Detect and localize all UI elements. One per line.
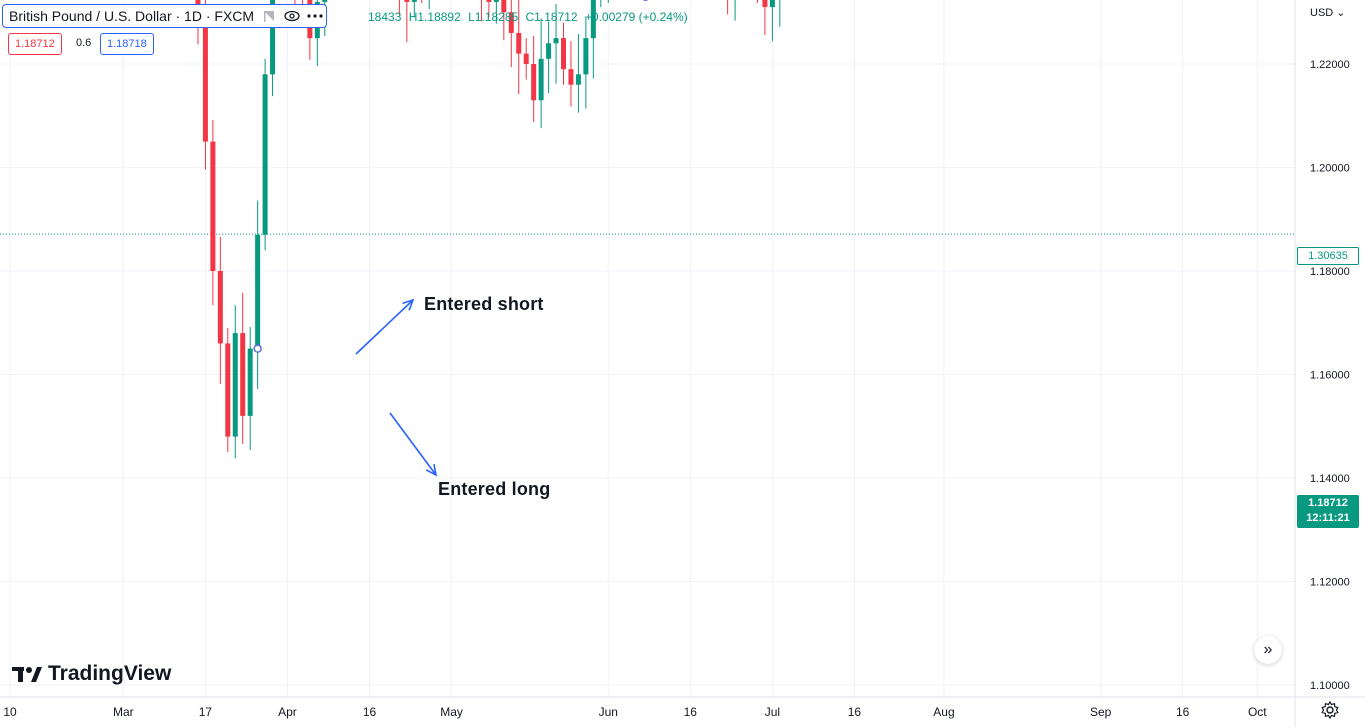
- last-price-value: 1.18712: [1308, 497, 1348, 509]
- y-tick-label: 1.12000: [1310, 577, 1350, 589]
- candle-body: [270, 0, 276, 75]
- x-tick-label: 16: [1176, 705, 1190, 719]
- scroll-to-realtime-button[interactable]: »: [1254, 636, 1282, 664]
- candle-body: [486, 0, 492, 2]
- x-tick-label: Sep: [1090, 705, 1112, 719]
- trade-marker-icon: [253, 344, 262, 353]
- symbol-legend[interactable]: British Pound / U.S. Dollar · 1D · FXCM: [2, 4, 328, 28]
- last-price-label: 1.18712 12:11:21: [1297, 495, 1359, 528]
- x-tick-label: 10: [3, 705, 17, 719]
- candle-body: [240, 333, 246, 416]
- countdown-value: 12:11:21: [1306, 512, 1350, 524]
- high-value: H1.18892: [408, 10, 461, 24]
- candle-body: [590, 0, 596, 39]
- spread-value: 0.6: [76, 37, 92, 49]
- candle-body: [516, 32, 522, 54]
- candle-body: [523, 53, 529, 64]
- candle-body: [225, 343, 231, 437]
- x-tick-label: Jun: [599, 705, 618, 719]
- eye-icon[interactable]: [284, 9, 300, 23]
- candle-body: [561, 38, 566, 70]
- candle-body: [575, 74, 581, 85]
- candle-body: [538, 58, 544, 101]
- annotation-entered-short[interactable]: Entered short: [424, 294, 544, 314]
- currency-label: USD: [1310, 7, 1334, 19]
- candle-body: [553, 38, 559, 44]
- candle-body: [247, 348, 253, 416]
- logo-text: TradingView: [48, 662, 172, 685]
- more-icon[interactable]: [306, 9, 323, 23]
- x-tick-label: Apr: [278, 705, 297, 719]
- tradingview-logo[interactable]: TradingView: [12, 662, 171, 686]
- x-tick-label: 17: [199, 705, 213, 719]
- candle-body: [501, 0, 507, 13]
- change-value: +0.00279 (+0.24%): [584, 10, 688, 24]
- chevron-down-icon: ⌄: [1336, 7, 1346, 19]
- x-tick-label: May: [440, 705, 463, 719]
- candle-body: [769, 0, 775, 8]
- candle-body: [762, 0, 768, 8]
- x-tick-label: Oct: [1248, 705, 1267, 719]
- x-tick-label: Jul: [765, 705, 780, 719]
- candle-body: [546, 43, 552, 59]
- candle-body: [531, 64, 537, 101]
- arrow-entered-long-head: [425, 464, 438, 477]
- candle-body: [404, 0, 410, 2]
- buy-button[interactable]: 1.18718: [100, 33, 154, 55]
- gear-icon[interactable]: [1320, 700, 1340, 722]
- candle-body: [255, 234, 261, 349]
- open-value: 18433: [368, 10, 402, 24]
- arrow-entered-short-head: [402, 298, 415, 311]
- y-tick-label: 1.14000: [1310, 473, 1350, 485]
- candle-body: [411, 0, 417, 2]
- arrow-entered-short: [355, 299, 414, 355]
- tradingview-mark-icon: [12, 667, 42, 682]
- candle-body: [508, 12, 514, 33]
- annotation-entered-long[interactable]: Entered long: [438, 479, 551, 499]
- low-value: L1.18285: [468, 10, 519, 24]
- y-tick-label: 1.16000: [1310, 370, 1350, 382]
- y-tick-label: 1.22000: [1310, 59, 1350, 71]
- x-tick-label: Aug: [933, 705, 954, 719]
- ohlc-values: 18433 H1.18892 L1.18285 C1.18712 +0.0027…: [368, 10, 692, 24]
- candle-body: [493, 0, 499, 2]
- marker-price-label: 1.30635: [1297, 247, 1359, 265]
- x-tick-label: 16: [684, 705, 698, 719]
- chevron-double-right-icon: »: [1263, 641, 1273, 658]
- y-tick-label: 1.18000: [1310, 266, 1350, 278]
- flag-icon[interactable]: [262, 9, 276, 23]
- y-tick-label: 1.10000: [1310, 680, 1350, 692]
- candlestick-chart[interactable]: [0, 0, 1295, 697]
- candle-body: [202, 22, 208, 142]
- x-tick-label: 16: [363, 705, 377, 719]
- currency-selector[interactable]: USD ⌄: [1310, 6, 1346, 19]
- candle-body: [232, 333, 238, 437]
- candle-body: [210, 141, 216, 271]
- arrow-entered-long: [389, 412, 437, 476]
- candle-body: [217, 271, 223, 344]
- candle-body: [583, 38, 589, 75]
- y-tick-label: 1.20000: [1310, 163, 1350, 175]
- candle-body: [262, 74, 268, 235]
- close-value: C1.18712: [525, 10, 578, 24]
- x-tick-label: 16: [848, 705, 862, 719]
- candle-body: [322, 0, 328, 2]
- chart-plot-area[interactable]: [0, 0, 1295, 697]
- symbol-title[interactable]: British Pound / U.S. Dollar · 1D · FXCM: [9, 8, 255, 24]
- candle-body: [568, 69, 574, 85]
- x-tick-label: Mar: [113, 705, 134, 719]
- sell-button[interactable]: 1.18712: [8, 33, 62, 55]
